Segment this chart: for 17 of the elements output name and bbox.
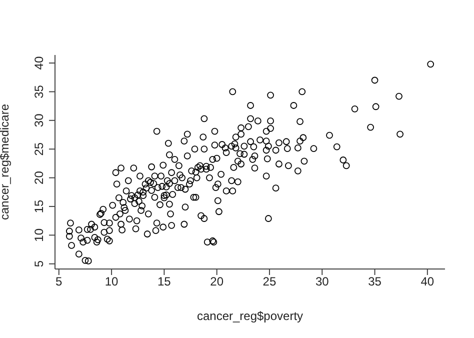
y-tick-label: 40 bbox=[32, 56, 46, 70]
x-tick-label: 25 bbox=[262, 274, 276, 289]
x-tick-label: 40 bbox=[420, 274, 434, 289]
y-tick-label: 20 bbox=[32, 170, 46, 184]
x-tick-label: 30 bbox=[315, 274, 330, 289]
y-tick-label: 25 bbox=[32, 142, 46, 156]
x-tick-label: 20 bbox=[210, 274, 224, 289]
x-tick-label: 10 bbox=[104, 274, 119, 289]
y-tick-label: 35 bbox=[32, 84, 46, 98]
y-tick-label: 30 bbox=[32, 113, 46, 128]
y-tick-label: 10 bbox=[32, 228, 46, 242]
x-axis-title: cancer_reg$poverty bbox=[196, 309, 304, 323]
y-tick-label: 5 bbox=[32, 260, 46, 268]
y-tick-label: 15 bbox=[32, 199, 46, 214]
x-tick-label: 5 bbox=[56, 274, 63, 289]
x-tick-label: 15 bbox=[158, 274, 172, 289]
x-tick-label: 35 bbox=[368, 274, 382, 289]
